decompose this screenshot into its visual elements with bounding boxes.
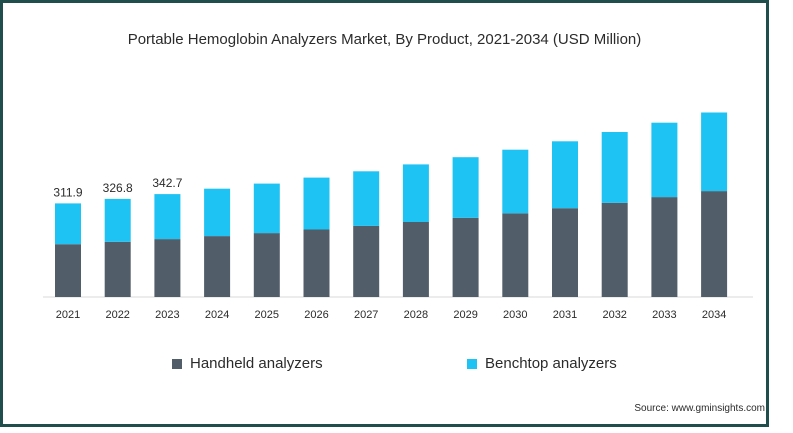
x-tick-label: 2025	[255, 309, 279, 321]
value-labels: 311.9 326.8 342.7	[53, 176, 182, 199]
bar-benchtop-2027	[353, 171, 380, 226]
bar-benchtop-2024	[204, 188, 231, 237]
x-tick-label: 2030	[503, 309, 527, 321]
bar-benchtop-2034	[701, 112, 728, 192]
bar-handheld-2021	[55, 244, 81, 297]
x-tick-label: 2022	[105, 309, 129, 321]
bar-benchtop-2030	[502, 149, 529, 214]
bar-handheld-2032	[601, 202, 628, 297]
x-tick-labels: 2021 2022 2023 2024 2025 2026 2027 2028 2029 2030…	[56, 309, 727, 321]
x-tick-label: 2032	[602, 309, 626, 321]
x-tick-label: 2033	[652, 309, 676, 321]
bar-handheld-2026	[303, 229, 330, 297]
legend-swatch-handheld	[172, 358, 182, 369]
x-tick-label: 2028	[404, 309, 428, 321]
x-tick-label: 2034	[702, 309, 726, 321]
legend-label-benchtop: Benchtop analyzers	[485, 355, 617, 372]
bar-handheld-2029	[452, 217, 479, 297]
bar-handheld-2024	[204, 236, 231, 297]
bar-handheld-2027	[353, 225, 380, 297]
x-tick-label: 2031	[553, 309, 577, 321]
bar-chart: 2021 2022 2023 2024 2025 2026 2027 2028 2029 2030…	[43, 112, 753, 321]
bar-benchtop-2021	[55, 203, 81, 245]
source-note: Source: www.gminsights.com	[634, 403, 765, 414]
bar-handheld-2030	[502, 213, 529, 297]
bar-handheld-2033	[651, 197, 678, 297]
bar-benchtop-2026	[303, 177, 330, 230]
bar-benchtop-2022	[104, 198, 131, 242]
x-tick-label: 2027	[354, 309, 378, 321]
bar-benchtop-2029	[452, 157, 479, 218]
bar-benchtop-2033	[651, 122, 678, 198]
bar-handheld-2022	[104, 241, 131, 297]
x-tick-label: 2021	[56, 309, 80, 321]
x-tick-label: 2023	[155, 309, 179, 321]
bar-handheld-2031	[552, 208, 578, 297]
chart-title: Portable Hemoglobin Analyzers Market, By…	[127, 31, 642, 48]
bar-handheld-2025	[253, 233, 280, 297]
x-tick-label: 2029	[453, 309, 477, 321]
legend-swatch-benchtop	[467, 358, 477, 369]
legend-item-handheld: Handheld analyzers	[172, 355, 323, 372]
bar-handheld-2028	[402, 222, 429, 297]
bar-total-label: 342.7	[152, 176, 182, 190]
bar-benchtop-2028	[402, 164, 429, 222]
bar-benchtop-2032	[601, 132, 628, 203]
legend-label-handheld: Handheld analyzers	[190, 355, 323, 372]
x-tick-label: 2024	[205, 309, 229, 321]
bar-handheld-2023	[154, 239, 181, 297]
bars-group	[55, 112, 728, 297]
bar-handheld-2034	[701, 191, 728, 297]
x-tick-label: 2026	[304, 309, 328, 321]
bar-total-label: 326.8	[103, 181, 133, 195]
bar-benchtop-2031	[552, 141, 578, 209]
legend-item-benchtop: Benchtop analyzers	[467, 355, 617, 372]
bar-total-label: 311.9	[53, 185, 82, 199]
bar-benchtop-2023	[154, 194, 181, 240]
bar-benchtop-2025	[253, 183, 280, 234]
